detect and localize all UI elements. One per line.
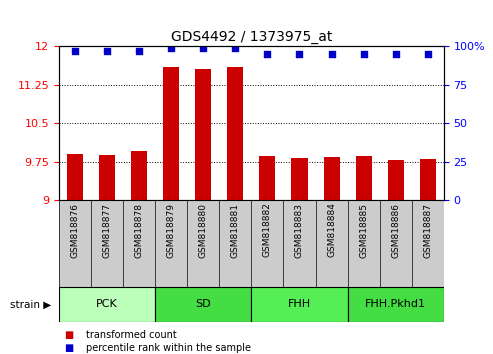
Bar bbox=[99, 155, 115, 200]
Bar bbox=[131, 151, 147, 200]
Title: GDS4492 / 1373975_at: GDS4492 / 1373975_at bbox=[171, 30, 332, 44]
Point bbox=[103, 48, 111, 53]
Bar bbox=[355, 156, 372, 200]
Text: FHH.Pkhd1: FHH.Pkhd1 bbox=[365, 299, 426, 309]
Point bbox=[231, 45, 239, 50]
Bar bbox=[59, 287, 155, 322]
Text: GSM818886: GSM818886 bbox=[391, 202, 400, 258]
Bar bbox=[227, 67, 244, 200]
Bar bbox=[251, 287, 348, 322]
Text: strain ▶: strain ▶ bbox=[10, 299, 51, 309]
Bar bbox=[195, 69, 211, 200]
Text: GSM818881: GSM818881 bbox=[231, 202, 240, 258]
Text: GSM818880: GSM818880 bbox=[199, 202, 208, 258]
Bar bbox=[163, 67, 179, 200]
Bar bbox=[323, 158, 340, 200]
Bar bbox=[348, 287, 444, 322]
Bar bbox=[420, 159, 436, 200]
Point bbox=[199, 45, 207, 50]
Text: GSM818879: GSM818879 bbox=[167, 202, 176, 258]
Point bbox=[71, 48, 79, 53]
Bar bbox=[67, 154, 83, 200]
Text: SD: SD bbox=[196, 299, 211, 309]
Text: GSM818878: GSM818878 bbox=[135, 202, 144, 258]
Text: GSM818884: GSM818884 bbox=[327, 202, 336, 257]
Point bbox=[263, 51, 271, 57]
Text: GSM818883: GSM818883 bbox=[295, 202, 304, 258]
Text: GSM818882: GSM818882 bbox=[263, 202, 272, 257]
Text: percentile rank within the sample: percentile rank within the sample bbox=[86, 343, 251, 353]
Text: ■: ■ bbox=[64, 343, 73, 353]
Bar bbox=[387, 160, 404, 200]
Point bbox=[167, 45, 176, 50]
Text: GSM818885: GSM818885 bbox=[359, 202, 368, 258]
Point bbox=[327, 51, 335, 57]
Point bbox=[359, 51, 367, 57]
Point bbox=[135, 48, 143, 53]
Text: GSM818876: GSM818876 bbox=[70, 202, 80, 258]
Text: PCK: PCK bbox=[96, 299, 118, 309]
Text: ■: ■ bbox=[64, 330, 73, 339]
Bar bbox=[155, 287, 251, 322]
Text: GSM818877: GSM818877 bbox=[103, 202, 112, 258]
Point bbox=[295, 51, 303, 57]
Bar bbox=[291, 158, 308, 200]
Text: transformed count: transformed count bbox=[86, 330, 177, 339]
Point bbox=[391, 51, 399, 57]
Bar bbox=[259, 156, 276, 200]
Text: FHH: FHH bbox=[288, 299, 311, 309]
Text: GSM818887: GSM818887 bbox=[423, 202, 432, 258]
Point bbox=[423, 51, 432, 57]
